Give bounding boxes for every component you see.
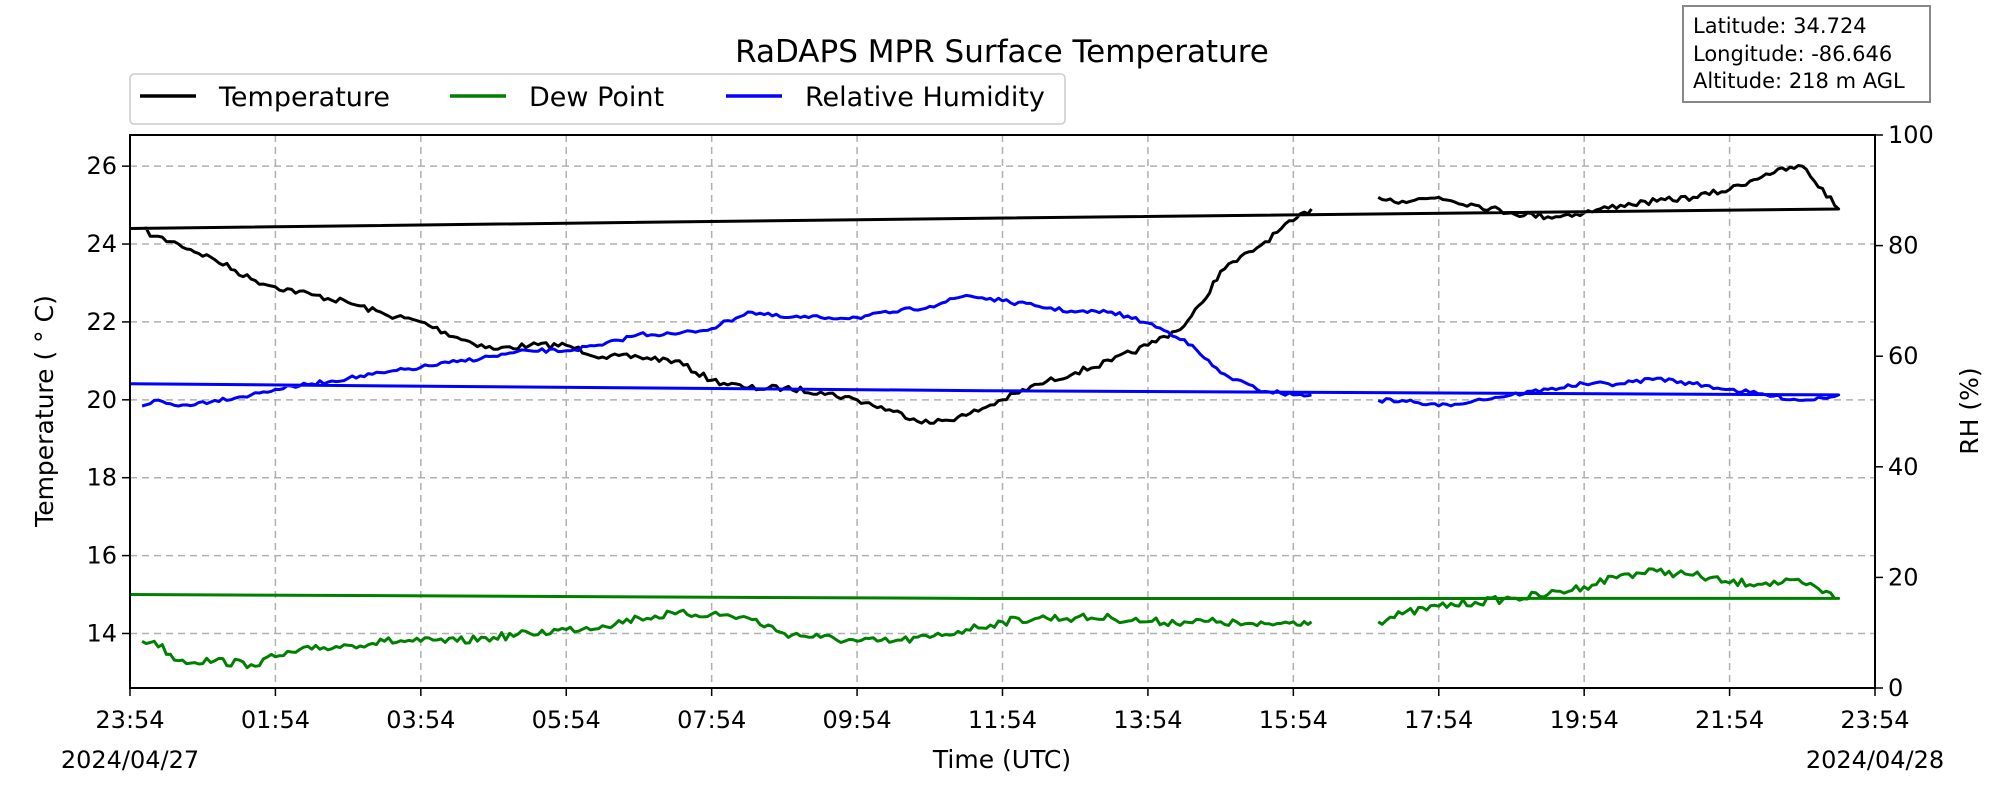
series-line-temperature xyxy=(129,164,1841,425)
left-y-tick-label: 14 xyxy=(86,619,117,647)
x-tick-label: 23:54 xyxy=(95,706,164,734)
x-tick-label: 07:54 xyxy=(677,706,746,734)
right-y-axis-label: RH (%) xyxy=(1955,367,1984,454)
legend-label-dew-point: Dew Point xyxy=(529,82,664,113)
legend: Temperature Dew Point Relative Humidity xyxy=(129,73,1066,125)
x-tick-label: 13:54 xyxy=(1113,706,1182,734)
x-tick-label: 21:54 xyxy=(1695,706,1764,734)
right-y-tick-label: 20 xyxy=(1888,563,1919,591)
latitude-text: Latitude: 34.724 xyxy=(1693,14,1867,38)
x-tick-label: 17:54 xyxy=(1404,706,1473,734)
left-y-axis-label: Temperature ( ° C) xyxy=(30,295,59,528)
chart-title: RaDAPS MPR Surface Temperature xyxy=(735,34,1269,70)
left-y-tick-label: 24 xyxy=(86,230,117,258)
right-y-tick-label: 60 xyxy=(1888,342,1919,370)
x-tick-label: 03:54 xyxy=(386,706,455,734)
series-line-relative-humidity xyxy=(129,293,1841,408)
x-tick-label: 11:54 xyxy=(968,706,1037,734)
left-y-tick-label: 18 xyxy=(86,464,117,492)
altitude-text: Altitude: 218 m AGL xyxy=(1693,69,1905,93)
left-y-tick-label: 16 xyxy=(86,542,117,570)
axis-ticks: 23:54 01:54 03:54 05:54 07:54 09:54 11:54 13:54… xyxy=(86,121,1933,734)
x-axis-label: Time (UTC) xyxy=(932,745,1071,774)
legend-label-relative-humidity: Relative Humidity xyxy=(805,82,1045,113)
longitude-text: Longitude: -86.646 xyxy=(1693,42,1892,66)
series-lines xyxy=(129,164,1841,670)
x-tick-label: 15:54 xyxy=(1259,706,1328,734)
x-tick-label: 23:54 xyxy=(1840,706,1909,734)
left-y-tick-label: 20 xyxy=(86,386,117,414)
legend-label-temperature: Temperature xyxy=(218,82,390,113)
info-box-frame xyxy=(1682,5,1931,103)
x-tick-label: 09:54 xyxy=(822,706,891,734)
right-y-tick-label: 0 xyxy=(1888,674,1903,702)
start-date-label: 2024/04/27 xyxy=(61,746,199,774)
legend-box xyxy=(129,73,1066,125)
station-info-box: Latitude: 34.724 Longitude: -86.646 Alti… xyxy=(1682,5,1931,103)
end-date-label: 2024/04/28 xyxy=(1806,746,1944,774)
right-y-tick-label: 100 xyxy=(1888,121,1934,149)
right-y-tick-label: 80 xyxy=(1888,232,1919,260)
left-y-tick-label: 22 xyxy=(86,308,117,336)
x-tick-label: 19:54 xyxy=(1550,706,1619,734)
x-tick-label: 01:54 xyxy=(241,706,310,734)
series-line-dew-point xyxy=(129,567,1841,670)
x-tick-label: 05:54 xyxy=(532,706,601,734)
right-y-tick-label: 40 xyxy=(1888,453,1919,481)
left-y-tick-label: 26 xyxy=(86,152,117,180)
